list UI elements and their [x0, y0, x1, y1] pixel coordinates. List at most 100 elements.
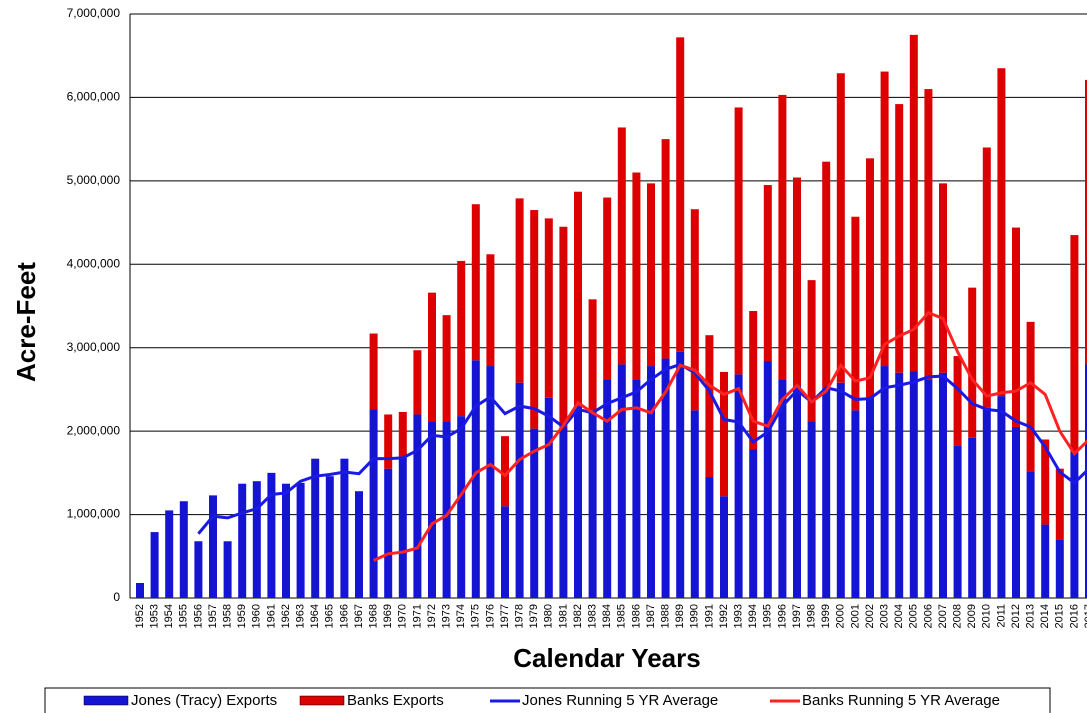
bar	[530, 428, 539, 598]
bar	[515, 198, 524, 383]
bar	[574, 191, 582, 407]
legend-label: Banks Running 5 YR Average	[802, 692, 1000, 709]
x-tick-label: 2012	[1010, 604, 1022, 628]
bar	[530, 210, 539, 429]
bar	[515, 382, 524, 598]
bar	[968, 437, 977, 598]
x-tick-label: 1969	[382, 604, 394, 628]
bar	[676, 37, 685, 352]
x-tick-label: 1989	[674, 604, 686, 628]
x-tick-label: 2016	[1068, 604, 1080, 628]
x-tick-label: 1972	[426, 604, 438, 628]
bar	[880, 366, 889, 598]
bar	[778, 94, 787, 380]
x-tick-label: 2010	[981, 604, 993, 628]
bar	[398, 457, 407, 598]
bar	[851, 410, 860, 598]
x-tick-label: 2013	[1025, 604, 1037, 628]
bar	[997, 68, 1006, 397]
legend-box	[44, 687, 1051, 713]
bar	[968, 287, 977, 438]
bar	[471, 204, 480, 361]
x-axis-title: Calendar Years	[513, 643, 700, 673]
x-tick-label: 2004	[893, 604, 905, 628]
x-tick-label: 1956	[192, 604, 204, 628]
bar	[939, 372, 947, 598]
bar	[1055, 468, 1064, 540]
bar	[836, 73, 845, 383]
bar	[252, 481, 261, 598]
bar	[924, 89, 933, 380]
bar	[1055, 539, 1064, 598]
bar	[165, 510, 174, 598]
x-tick-label: 1962	[280, 604, 292, 628]
bar	[603, 197, 612, 380]
y-tick-label: 4,000,000	[67, 256, 121, 270]
bar	[150, 532, 159, 598]
bar	[1041, 439, 1050, 525]
x-tick-label: 1964	[309, 604, 321, 628]
x-tick-label: 1996	[776, 604, 788, 628]
x-tick-label: 1965	[324, 604, 336, 628]
x-tick-label: 1967	[353, 604, 365, 628]
x-tick-label: 1997	[791, 604, 803, 628]
x-tick-label: 1993	[733, 604, 745, 628]
bar	[939, 183, 947, 373]
x-tick-label: 1959	[236, 604, 248, 628]
y-tick-label: 2,000,000	[67, 423, 121, 437]
bar	[588, 410, 597, 598]
x-tick-label: 1957	[207, 604, 219, 628]
bar	[880, 71, 889, 367]
bar	[574, 406, 582, 598]
x-tick-label: 1958	[222, 604, 234, 628]
bar	[369, 333, 378, 410]
bar	[428, 292, 436, 422]
bar	[384, 468, 393, 598]
bar	[661, 139, 670, 359]
bar	[822, 161, 831, 388]
x-tick-label: 2005	[908, 604, 920, 628]
bar	[632, 379, 641, 598]
x-tick-label: 2009	[966, 604, 978, 628]
x-tick-label: 2008	[952, 604, 964, 628]
y-tick-label: 3,000,000	[67, 340, 121, 354]
x-tick-label: 1974	[455, 604, 467, 628]
bar	[720, 496, 728, 598]
x-tick-label: 1975	[470, 604, 482, 628]
bar	[296, 482, 305, 598]
x-tick-label: 2003	[879, 604, 891, 628]
y-tick-label: 6,000,000	[67, 90, 121, 104]
x-tick-label: 2011	[995, 604, 1007, 628]
bar	[136, 582, 144, 598]
bar	[398, 411, 407, 458]
x-tick-label: 1968	[368, 604, 380, 628]
x-tick-label: 1995	[762, 604, 774, 628]
bar	[1085, 79, 1087, 365]
x-tick-label: 1984	[601, 604, 613, 628]
bar	[471, 360, 480, 598]
bar	[895, 372, 904, 598]
bar	[749, 311, 758, 450]
x-tick-label: 1966	[338, 604, 350, 628]
bar	[1012, 227, 1020, 427]
bar	[282, 483, 290, 598]
bar	[413, 414, 422, 598]
x-tick-label: 2000	[835, 604, 847, 628]
x-tick-label: 1978	[514, 604, 526, 628]
bar	[720, 371, 728, 497]
bar	[355, 491, 363, 598]
x-tick-label: 1990	[689, 604, 701, 628]
bar	[1085, 364, 1087, 598]
bar	[559, 426, 568, 598]
x-tick-label: 1982	[572, 604, 584, 628]
legend-label: Jones (Tracy) Exports	[131, 692, 277, 709]
x-tick-label: 1970	[397, 604, 409, 628]
line	[372, 310, 1087, 562]
bar	[763, 361, 772, 598]
bar	[544, 218, 553, 398]
y-tick-label: 5,000,000	[67, 173, 121, 187]
bar	[1026, 321, 1035, 472]
bar	[325, 476, 334, 598]
